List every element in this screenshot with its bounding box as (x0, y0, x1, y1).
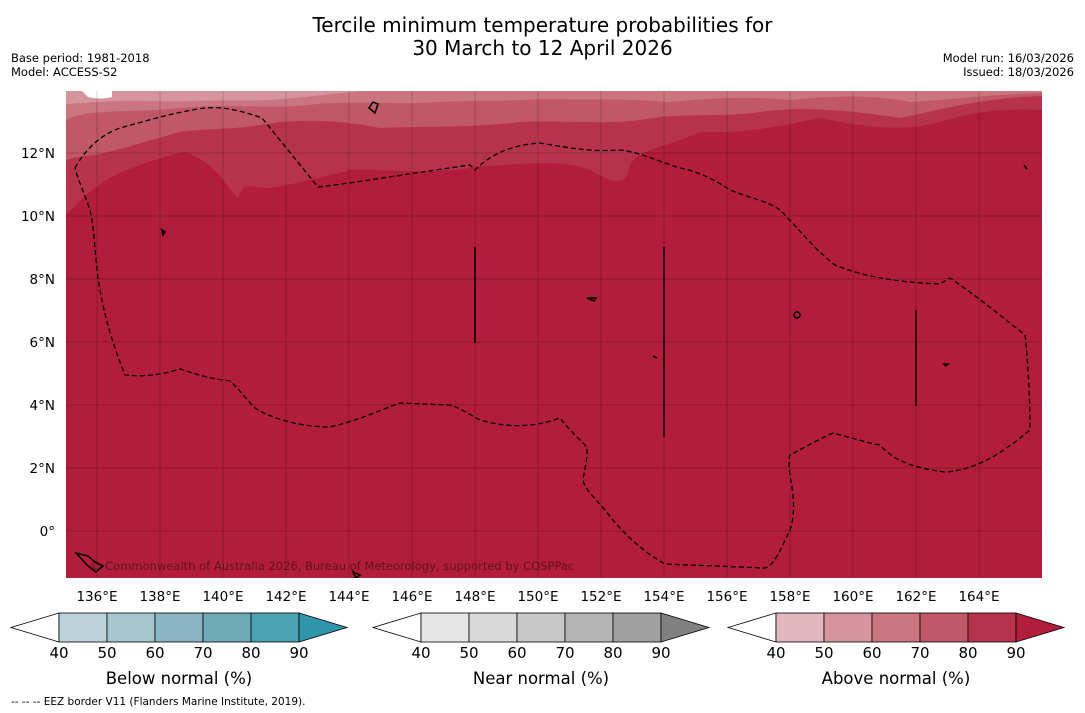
lon-label: 146°E (391, 589, 432, 605)
legends: 40 50 60 70 80 90 Below normal (%) 40 50 60 70 80 90… (9, 612, 1066, 688)
legend-tick: 60 (145, 644, 164, 662)
meta-left: Base period: 1981-2018 Model: ACCESS-S2 (11, 51, 150, 79)
lat-label: 6°N (30, 335, 55, 351)
legend-tick: 80 (958, 644, 977, 662)
legend-0: 40 50 60 70 80 90 Below normal (%) (9, 612, 349, 688)
title-line-1: Tercile minimum temperature probabilitie… (312, 13, 773, 37)
lon-label: 164°E (958, 589, 999, 605)
legend-2: 40 50 60 70 80 90 Above normal (%) (726, 612, 1066, 688)
lon-label: 162°E (895, 589, 936, 605)
legend-tick: 70 (910, 644, 929, 662)
legend-swatch (516, 612, 566, 643)
legend-swatch (420, 612, 470, 643)
title-line-2: 30 March to 12 April 2026 (412, 36, 673, 60)
meta-right: Model run: 16/03/2026 Issued: 18/03/2026 (943, 51, 1074, 79)
longitude-labels: 136°E 138°E 140°E 142°E 144°E 146°E 148°E 150°E… (76, 589, 999, 605)
legend-swatch (612, 612, 662, 643)
legend-tick: 60 (862, 644, 881, 662)
band-60 (66, 91, 1042, 120)
legend-title: Above normal (%) (822, 669, 971, 688)
graticule (66, 91, 1042, 578)
legend-tick: 70 (555, 644, 574, 662)
lat-label: 8°N (30, 272, 55, 288)
map-panel: © Commonwealth of Australia 2026, Bureau… (66, 91, 1042, 578)
base-period: Base period: 1981-2018 (11, 51, 150, 65)
band-40 (82, 91, 112, 99)
lat-label: 12°N (21, 146, 55, 162)
legend-title: Below normal (%) (106, 669, 253, 688)
lat-label: 0° (40, 524, 55, 540)
band-50 (66, 91, 360, 104)
legend-tick: 50 (459, 644, 478, 662)
lon-label: 150°E (517, 589, 558, 605)
legend-swatch (823, 612, 873, 643)
legend-tick: 90 (289, 644, 308, 662)
lon-label: 158°E (769, 589, 810, 605)
lat-label: 2°N (30, 461, 55, 477)
lon-label: 154°E (643, 589, 684, 605)
lon-label: 148°E (454, 589, 495, 605)
lon-label: 144°E (328, 589, 369, 605)
legend-swatch (967, 612, 1017, 643)
legend-tick: 40 (766, 644, 785, 662)
legend-tick: 40 (411, 644, 430, 662)
lat-label: 4°N (30, 398, 55, 414)
legend-tick: 90 (651, 644, 670, 662)
eez-footnote: -- -- -- EEZ border V11 (Flanders Marine… (11, 696, 305, 708)
map-title: Tercile minimum temperature probabilitie… (0, 14, 1085, 60)
legend-swatch-low (726, 612, 777, 643)
legend-title: Near normal (%) (473, 669, 609, 688)
lon-label: 160°E (832, 589, 873, 605)
legend-tick: 50 (97, 644, 116, 662)
lon-label: 142°E (265, 589, 306, 605)
legend-tick: 60 (507, 644, 526, 662)
copyright-text: © Commonwealth of Australia 2026, Bureau… (90, 559, 574, 573)
band-70 (66, 91, 1042, 160)
legend-swatch (919, 612, 969, 643)
legend-swatch (775, 612, 825, 643)
legend-tick: 50 (814, 644, 833, 662)
legend-swatch-low (9, 612, 60, 643)
legend-swatch (564, 612, 614, 643)
legend-swatch (250, 612, 300, 643)
legend-swatch-low (371, 612, 422, 643)
lon-label: 156°E (706, 589, 747, 605)
legend-swatch (202, 612, 252, 643)
model-run: Model run: 16/03/2026 (942, 51, 1074, 65)
lon-label: 152°E (580, 589, 621, 605)
legend-1: 40 50 60 70 80 90 Near normal (%) (371, 612, 711, 688)
legend-swatch (58, 612, 108, 643)
legend-tick: 90 (1006, 644, 1025, 662)
latitude-labels: 12°N 10°N 8°N 6°N 4°N 2°N 0° (21, 146, 55, 540)
legend-swatch (468, 612, 518, 643)
issued-date: Issued: 18/03/2026 (963, 65, 1074, 79)
legend-tick: 80 (241, 644, 260, 662)
legend-swatch-high (1015, 612, 1066, 643)
lon-label: 136°E (76, 589, 117, 605)
legend-tick: 70 (193, 644, 212, 662)
islands (73, 101, 1028, 578)
legend-swatch-high (660, 612, 711, 643)
lon-label: 138°E (139, 589, 180, 605)
legend-swatch (871, 612, 921, 643)
legend-tick: 80 (603, 644, 622, 662)
legend-swatch (106, 612, 156, 643)
lon-label: 140°E (202, 589, 243, 605)
band-80 (66, 91, 1042, 215)
legend-swatch-high (298, 612, 349, 643)
legend-swatch (154, 612, 204, 643)
model-name: Model: ACCESS-S2 (11, 65, 118, 79)
eez-border (74, 106, 1031, 569)
lat-label: 10°N (21, 209, 55, 225)
legend-tick: 40 (49, 644, 68, 662)
